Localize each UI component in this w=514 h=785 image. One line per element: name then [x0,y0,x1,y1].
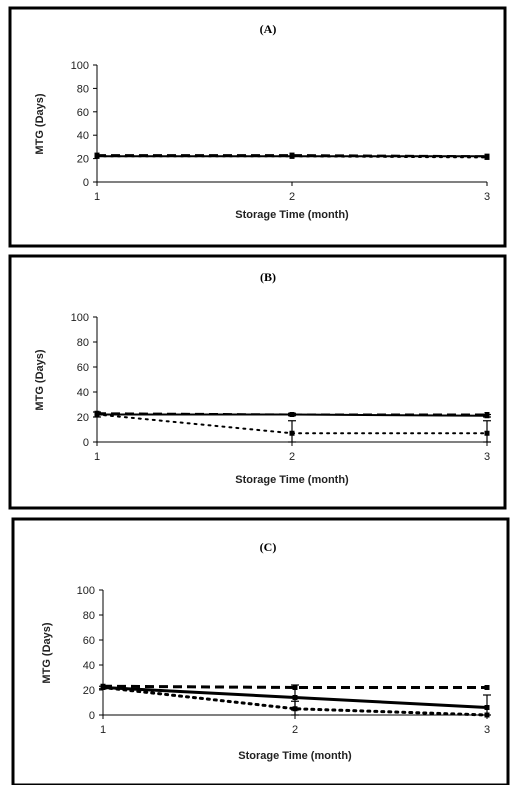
y-axis-label: MTG (Days) [34,93,46,154]
y-tick-label: 80 [77,337,89,349]
data-point [484,154,490,160]
panel-frame [11,517,510,785]
y-tick-label: 20 [83,685,95,697]
chart-title: (C) [260,540,277,554]
y-tick-label: 100 [71,312,89,324]
y-tick-label: 60 [77,362,89,374]
panel-frame [8,6,507,248]
chart-panel-1: (A) 0 20 40 60 80 100 1 2 3 Storage Time (month) MT… [8,6,507,248]
chart-title: (A) [260,22,277,36]
data-point [100,685,106,690]
x-axis-label: Storage Time (month) [235,474,349,486]
chart-panel-3: (C) 0 20 40 60 80 100 1 2 3 Storage Time (month) MT… [11,517,510,785]
x-tick-label: 1 [94,191,100,203]
y-tick-label: 80 [77,83,89,95]
x-tick-label: 3 [484,724,490,736]
y-axis-label: MTG (Days) [41,622,53,683]
data-point [484,685,490,690]
x-tick-label: 2 [289,191,295,203]
x-tick-label: 2 [292,724,298,736]
x-axis-label: Storage Time (month) [238,750,352,762]
x-tick-label: 3 [484,451,490,463]
data-point [484,712,490,718]
y-tick-label: 60 [77,107,89,119]
y-tick-label: 20 [77,412,89,424]
chart-title: (B) [260,270,276,284]
panel-frame [8,254,507,510]
y-tick-label: 100 [71,60,89,72]
y-tick-label: 80 [83,610,95,622]
data-point [94,153,100,159]
series-line-dotted [101,686,489,717]
y-tick-label: 40 [83,660,95,672]
data-point [289,153,295,159]
x-tick-label: 1 [100,724,106,736]
x-axis-label: Storage Time (month) [235,209,349,221]
y-axis-label: MTG (Days) [34,349,46,410]
series-line-dashed [102,684,487,689]
y-tick-label: 20 [77,154,89,166]
y-tick-label: 100 [77,585,95,597]
y-tick-label: 40 [77,130,89,142]
data-point [94,412,100,417]
y-tick-label: 0 [89,710,95,722]
y-tick-label: 40 [77,387,89,399]
y-tick-label: 0 [83,437,89,449]
chart-panel-2: (B) 0 20 40 60 80 100 1 2 3 Storage Time (month) MT… [8,254,507,510]
x-tick-label: 2 [289,451,295,463]
y-tick-label: 60 [83,635,95,647]
x-tick-label: 1 [94,451,100,463]
x-tick-label: 3 [484,191,490,203]
y-tick-label: 0 [83,177,89,189]
